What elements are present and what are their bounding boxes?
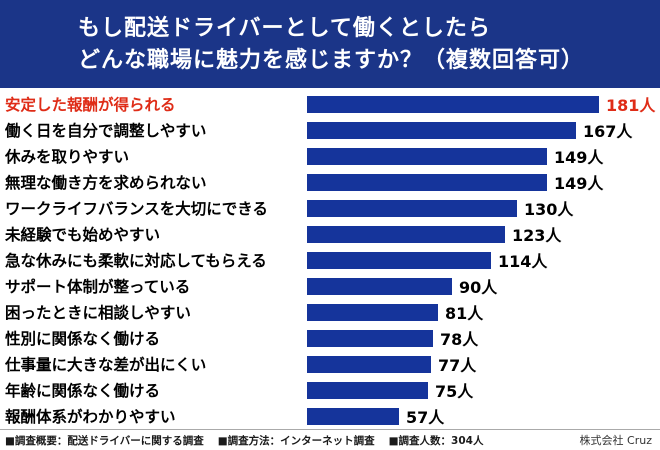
- bar: [307, 251, 491, 269]
- value-label: 123人: [512, 226, 562, 245]
- category-label: 安定した報酬が得られる: [5, 96, 176, 114]
- chart-row: 働く日を自分で調整しやすい 167人: [0, 117, 660, 143]
- value-label: 181人: [606, 96, 656, 115]
- value-label: 167人: [583, 122, 633, 141]
- chart-row: 未経験でも始めやすい 123人: [0, 221, 660, 247]
- category-label: サポート体制が整っている: [5, 278, 191, 296]
- header-banner: もし配送ドライバーとして働くとしたら どんな職場に魅力を感じますか？（複数回答可…: [0, 0, 660, 88]
- value-label: 81人: [445, 304, 484, 323]
- chart-row: 性別に関係なく働ける 78人: [0, 325, 660, 351]
- value-label: 149人: [554, 148, 604, 167]
- bar: [307, 95, 599, 113]
- bar: [307, 303, 438, 321]
- category-label: 働く日を自分で調整しやすい: [5, 122, 207, 140]
- value-label: 149人: [554, 174, 604, 193]
- value-label: 77人: [438, 356, 477, 375]
- category-label: 未経験でも始めやすい: [5, 226, 161, 244]
- survey-notes: ■調査概要：配送ドライバーに関する調査 ■調査方法：インターネット調査 ■調査人数：…: [5, 433, 497, 448]
- category-label: ワークライフバランスを大切にできる: [5, 200, 268, 218]
- survey-count: ■調査人数：304人: [388, 434, 484, 447]
- category-label: 仕事量に大きな差が出にくい: [5, 356, 207, 374]
- category-label: 困ったときに相談しやすい: [5, 304, 191, 322]
- value-label: 78人: [440, 330, 479, 349]
- category-label: 性別に関係なく働ける: [5, 330, 161, 348]
- chart-row: 急な休みにも柔軟に対応してもらえる 114人: [0, 247, 660, 273]
- value-label: 75人: [435, 382, 474, 401]
- value-label: 114人: [498, 252, 548, 271]
- survey-method: ■調査方法：インターネット調査: [217, 434, 375, 447]
- value-label: 130人: [524, 200, 574, 219]
- page-title-line-2: どんな職場に魅力を感じますか？（複数回答可）: [78, 48, 585, 73]
- category-label: 休みを取りやすい: [5, 148, 130, 166]
- chart-row: 仕事量に大きな差が出にくい 77人: [0, 351, 660, 377]
- chart-row: 報酬体系がわかりやすい 57人: [0, 403, 660, 429]
- chart-row: 安定した報酬が得られる 181人: [0, 91, 660, 117]
- bar-chart: 安定した報酬が得られる 181人働く日を自分で調整しやすい 167人休みを取りやすい…: [0, 88, 660, 429]
- value-label: 90人: [459, 278, 498, 297]
- chart-row: 休みを取りやすい 149人: [0, 143, 660, 169]
- chart-row: ワークライフバランスを大切にできる 130人: [0, 195, 660, 221]
- bar: [307, 173, 547, 191]
- bar: [307, 407, 399, 425]
- footer: ■調査概要：配送ドライバーに関する調査 ■調査方法：インターネット調査 ■調査人数：…: [0, 429, 660, 450]
- category-label: 無理な働き方を求められない: [5, 174, 207, 192]
- bar: [307, 199, 517, 217]
- bar: [307, 277, 452, 295]
- bar: [307, 147, 547, 165]
- bar: [307, 381, 428, 399]
- chart-row: 年齢に関係なく働ける 75人: [0, 377, 660, 403]
- survey-overview: ■調査概要：配送ドライバーに関する調査: [5, 434, 204, 447]
- bar: [307, 329, 433, 347]
- chart-row: 無理な働き方を求められない 149人: [0, 169, 660, 195]
- category-label: 年齢に関係なく働ける: [5, 382, 161, 400]
- value-label: 57人: [406, 408, 445, 427]
- chart-row: 困ったときに相談しやすい 81人: [0, 299, 660, 325]
- bar: [307, 121, 576, 139]
- category-label: 急な休みにも柔軟に対応してもらえる: [5, 252, 267, 270]
- company-name: 株式会社 Cruz: [579, 434, 652, 447]
- category-label: 報酬体系がわかりやすい: [5, 408, 176, 426]
- bar: [307, 225, 505, 243]
- bar: [307, 355, 431, 373]
- chart-row: サポート体制が整っている 90人: [0, 273, 660, 299]
- page-title-line-1: もし配送ドライバーとして働くとしたら: [78, 16, 491, 41]
